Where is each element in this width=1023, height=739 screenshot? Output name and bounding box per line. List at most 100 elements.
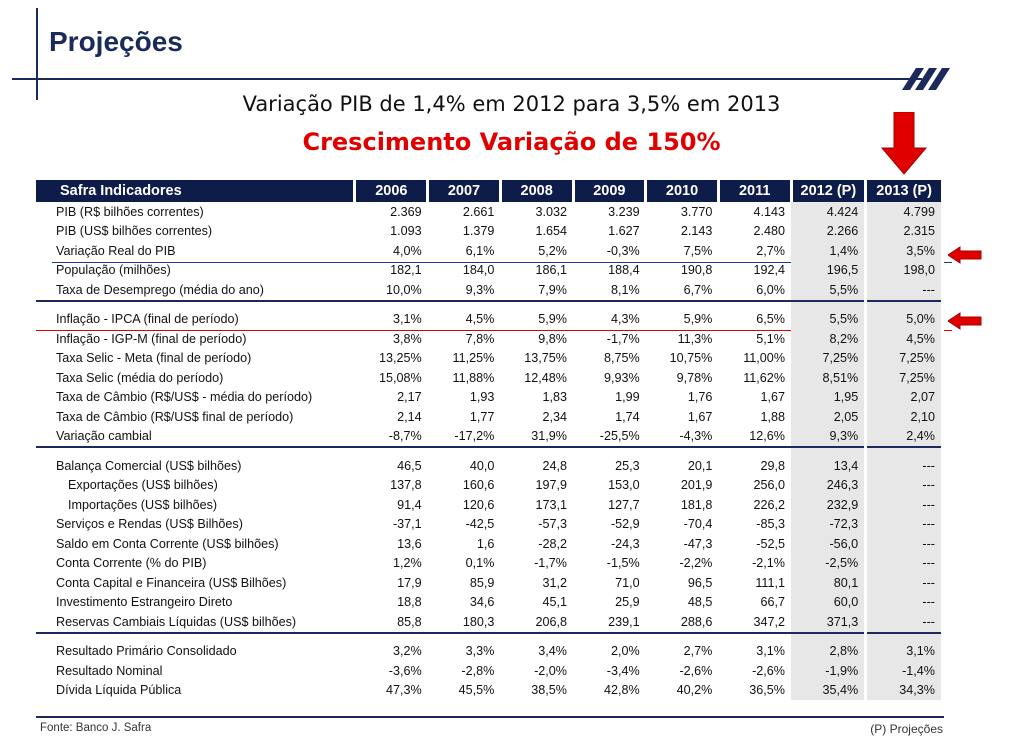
table-row: Taxa de Desemprego (média do ano) 10,0% 9,… <box>36 280 944 301</box>
arrow-left-icon <box>948 312 982 330</box>
arrow-down-icon <box>880 112 928 175</box>
row-label: Taxa de Desemprego (média do ano) <box>56 282 264 297</box>
table-row: Serviços e Rendas (US$ Bilhões) -37,1 -42,… <box>36 514 944 534</box>
table-row: Inflação - IGP-M (final de período) 3,8% 7… <box>36 329 944 349</box>
arrow-left-icon <box>948 246 982 264</box>
year-header: 2009 <box>573 180 648 202</box>
value-cell: 2.143 <box>680 224 713 239</box>
value-cell: 347,2 <box>753 614 786 629</box>
row-label: PIB (US$ bilhões correntes) <box>56 224 213 239</box>
row-label: População (milhões) <box>56 263 171 278</box>
row-label: Taxa Selic (média do período) <box>56 370 224 385</box>
value-cell: 2.266 <box>791 221 868 241</box>
value-cell: 71,0 <box>615 575 640 590</box>
value-cell: -17,2% <box>454 429 495 444</box>
value-cell: 9,78% <box>676 370 713 385</box>
value-cell: 17,9 <box>397 575 422 590</box>
year-header: 2011 <box>718 180 793 202</box>
value-cell: 2,17 <box>397 390 422 405</box>
value-cell: 7,8% <box>465 331 495 346</box>
value-cell: -3,6% <box>388 663 422 678</box>
value-cell: 3,5% <box>865 241 944 261</box>
value-cell: 11,88% <box>452 370 495 385</box>
value-cell: 7,25% <box>865 348 944 368</box>
value-cell: -2,6% <box>679 663 713 678</box>
value-cell: 2,7% <box>683 644 713 659</box>
value-cell: 5,5% <box>791 309 868 329</box>
value-cell: 1,67 <box>760 390 786 405</box>
value-cell: 9,93% <box>603 370 640 385</box>
value-cell: 13,6 <box>397 536 422 551</box>
value-cell: 5,2% <box>538 243 567 258</box>
value-cell: 160,6 <box>462 478 495 493</box>
value-cell: 12,48% <box>524 370 567 385</box>
table-row: Conta Corrente (% do PIB) 1,2% 0,1% -1,7% -1… <box>36 553 944 573</box>
value-cell: 2,05 <box>791 407 868 427</box>
table-row: Conta Capital e Financeira (US$ Bilhões)… <box>36 573 944 593</box>
table-row: Taxa Selic - Meta (final de período) 13,2… <box>36 348 944 368</box>
table-row: Inflação - IPCA (final de período) 3,1% 4,… <box>36 309 944 329</box>
value-cell: --- <box>865 514 944 534</box>
value-cell: 5,1% <box>756 331 786 346</box>
value-cell: 2,34 <box>542 409 567 424</box>
value-cell: 173,1 <box>535 497 567 512</box>
value-cell: 232,9 <box>791 495 868 515</box>
row-label: Dívida Líquida Pública <box>56 683 182 698</box>
value-cell: 6,0% <box>756 282 786 297</box>
table-row: Taxa Selic (média do período) 15,08% 11,88… <box>36 368 944 388</box>
table-row: População (milhões) 182,1 184,0 186,1 188,4 1… <box>36 260 944 280</box>
group-separator <box>36 446 944 456</box>
value-cell: 4,5% <box>465 312 495 327</box>
value-cell: 2,10 <box>865 407 944 427</box>
value-cell: -8,7% <box>388 429 422 444</box>
safra-logo-icon <box>902 68 950 90</box>
value-cell: 13,75% <box>524 351 567 366</box>
value-cell: 45,5% <box>458 683 495 698</box>
row-label: Taxa de Câmbio (R$/US$ final de período) <box>56 409 294 424</box>
value-cell: 2,4% <box>865 426 944 447</box>
value-cell: 7,5% <box>683 243 713 258</box>
value-cell: --- <box>865 495 944 515</box>
value-cell: 1,6 <box>476 536 495 551</box>
value-cell: 137,8 <box>390 478 422 493</box>
value-cell: 239,1 <box>608 614 640 629</box>
footer-divider <box>36 716 944 718</box>
value-cell: 196,5 <box>791 260 868 280</box>
value-cell: 8,75% <box>603 351 640 366</box>
decorative-horizontal-line <box>12 78 922 80</box>
table-row: Taxa de Câmbio (R$/US$ final de período)… <box>36 407 944 427</box>
row-label: Taxa de Câmbio (R$/US$ - média do períod… <box>56 390 313 405</box>
value-cell: 4.143 <box>753 204 786 219</box>
value-cell: 35,4% <box>791 680 868 700</box>
row-label: Conta Capital e Financeira (US$ Bilhões) <box>56 575 287 590</box>
value-cell: 40,0 <box>469 458 495 473</box>
highlight-line-pib <box>52 262 952 263</box>
value-cell: 1,67 <box>687 409 713 424</box>
row-label: Inflação - IPCA (final de período) <box>56 312 239 327</box>
value-cell: 38,5% <box>531 683 567 698</box>
row-label: Serviços e Rendas (US$ Bilhões) <box>56 517 243 532</box>
table-row: Importações (US$ bilhões) 91,4 120,6 173,1 1… <box>36 495 944 515</box>
value-cell: -37,1 <box>392 517 422 532</box>
value-cell: -42,5 <box>465 517 495 532</box>
value-cell: 201,9 <box>680 478 713 493</box>
value-cell: 6,7% <box>683 282 713 297</box>
value-cell: 2,07 <box>865 387 944 407</box>
value-cell: --- <box>865 573 944 593</box>
row-label: Balança Comercial (US$ bilhões) <box>56 458 242 473</box>
value-cell: 48,5 <box>687 595 713 610</box>
table-row: Reservas Cambiais Líquidas (US$ bilhões)… <box>36 612 944 633</box>
value-cell: 80,1 <box>791 573 868 593</box>
value-cell: 184,0 <box>462 263 495 278</box>
row-label: Variação Real do PIB <box>56 243 176 258</box>
value-cell: 25,3 <box>615 458 640 473</box>
value-cell: 2,8% <box>791 641 868 661</box>
table-row: Resultado Nominal -3,6% -2,8% -2,0% -3,4% -2,… <box>36 661 944 681</box>
value-cell: 182,1 <box>390 263 422 278</box>
value-cell: 24,8 <box>542 458 567 473</box>
value-cell: 1.093 <box>390 224 422 239</box>
value-cell: 206,8 <box>535 614 567 629</box>
value-cell: 2.661 <box>462 204 495 219</box>
value-cell: 0,1% <box>465 556 495 571</box>
value-cell: -1,4% <box>865 661 944 681</box>
